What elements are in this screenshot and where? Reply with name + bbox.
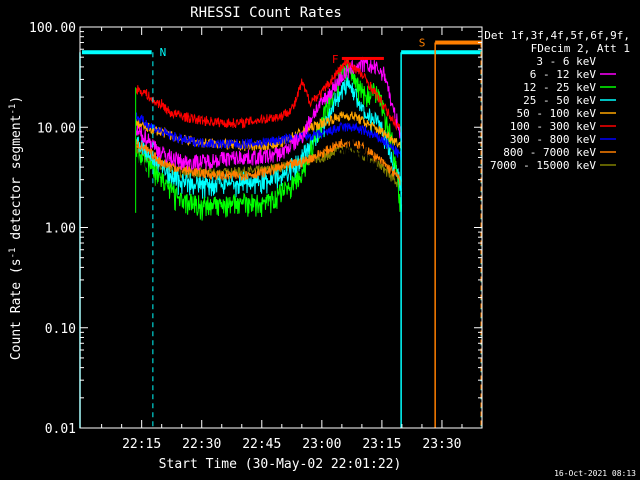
legend-entry-label: 6 - 12 keV (530, 68, 597, 81)
legend-entry-label: 3 - 6 keV (536, 55, 596, 68)
y-tick-label: 0.10 (45, 322, 76, 337)
legend-header-line-1: Det 1f,3f,4f,5f,6f,9f, (484, 29, 630, 42)
plot-frame (79, 26, 483, 429)
x-tick-label: 22:45 (242, 437, 281, 452)
axes-layer: 0.01 0.10 1.00 10.00 100.00 22:15 22:30 22:45 23… (29, 21, 483, 452)
series-line (135, 138, 403, 280)
y-axis-label-end: ) (9, 96, 24, 104)
legend-entry-label: 800 - 7000 keV (503, 146, 596, 159)
y-tick-label: 1.00 (45, 222, 76, 237)
x-tick-label: 23:30 (422, 437, 461, 452)
flare-interval-bar (341, 56, 384, 60)
night-interval-bar (82, 50, 152, 55)
y-axis-label-main: Count Rate (s (9, 258, 24, 360)
series-line (135, 56, 403, 171)
legend-entry-label: 12 - 25 keV (523, 81, 596, 94)
legend-entry-label: 100 - 300 keV (510, 120, 596, 133)
series-layer (135, 56, 403, 280)
saa-interval-bar (435, 40, 482, 45)
flare-label: F (332, 53, 339, 66)
y-tick-label: 0.01 (45, 422, 76, 437)
y-axis-label: Count Rate (s-1 detector segment-1) (8, 96, 24, 360)
y-axis-label-exp: -1 (8, 248, 18, 259)
x-tick-label: 23:15 (362, 437, 401, 452)
x-tick-label: 22:30 (182, 437, 221, 452)
y-tick-label: 100.00 (29, 21, 76, 36)
legend: Det 1f,3f,4f,5f,6f,9f, FDecim 2, Att 1 3… (484, 29, 630, 172)
night2-interval-bar (401, 50, 482, 55)
legend-entry-label: 7000 - 15000 keV (490, 159, 596, 172)
series-line (135, 58, 403, 133)
series-line (135, 59, 403, 221)
overlay-layer: N F S (79, 37, 482, 428)
chart-title: RHESSI Count Rates (190, 5, 342, 21)
saa-label: S (419, 37, 426, 50)
y-tick-label: 10.00 (37, 121, 76, 136)
night-label: N (160, 46, 167, 59)
x-tick-label: 22:15 (122, 437, 161, 452)
series-line (135, 112, 402, 161)
series-line (135, 74, 403, 199)
legend-entry-label: 25 - 50 keV (523, 94, 596, 107)
series-line (135, 138, 403, 186)
legend-header-line-2: FDecim 2, Att 1 (531, 42, 630, 55)
y-axis-label-tail: detector segment (9, 115, 24, 248)
legend-entry-label: 300 - 800 keV (510, 133, 596, 146)
timestamp: 16-Oct-2021 08:13 (554, 469, 636, 478)
x-axis-label: Start Time (30-May-02 22:01:22) (159, 457, 402, 472)
legend-entry-label: 50 - 100 keV (517, 107, 597, 120)
x-tick-label: 23:00 (302, 437, 341, 452)
y-axis-label-exp2: -1 (8, 104, 18, 115)
